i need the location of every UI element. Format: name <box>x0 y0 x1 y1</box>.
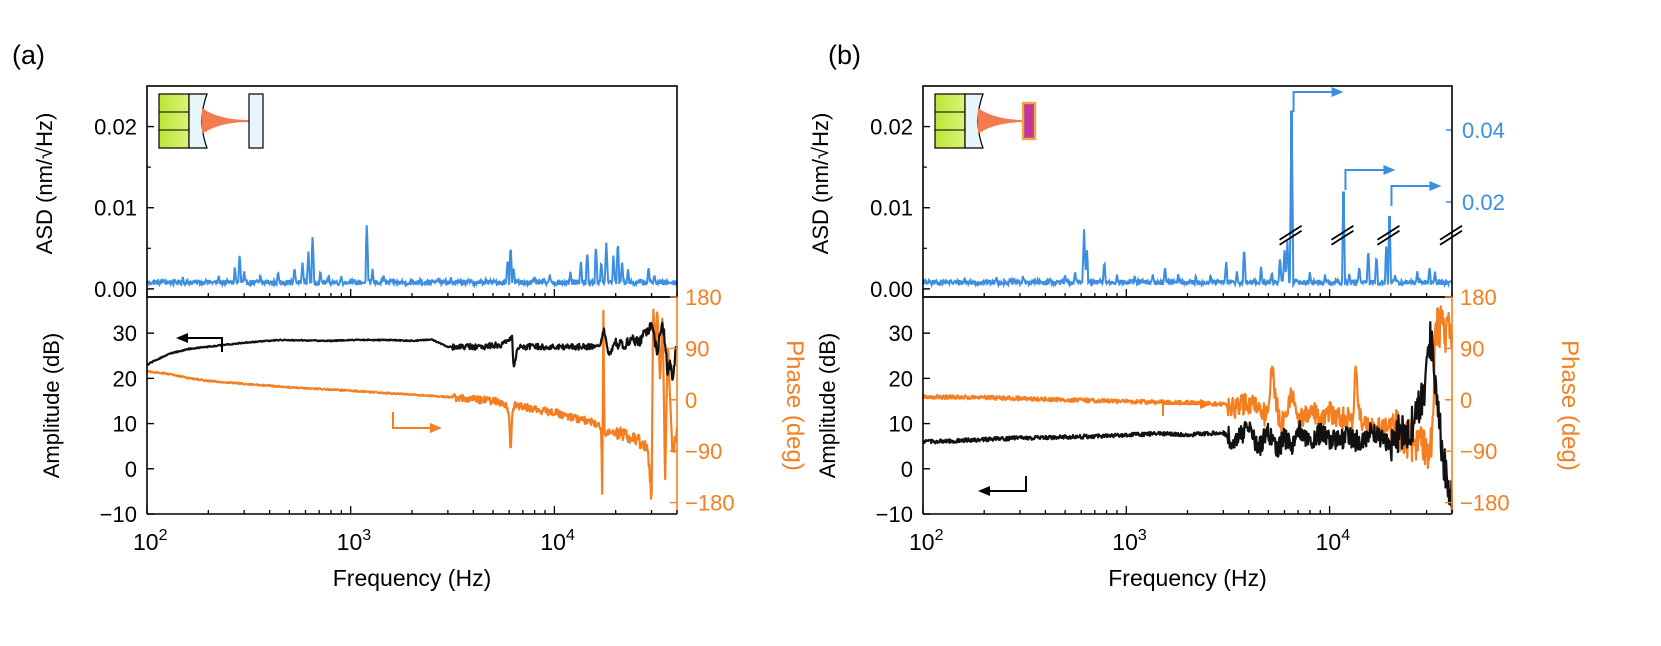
x-tick-base: 10 <box>909 529 935 555</box>
axis-break-mark <box>1439 224 1463 246</box>
piezo-block <box>158 93 190 149</box>
x-tick-label: 104 <box>540 527 575 555</box>
amp-y-tick-label: 10 <box>113 412 137 437</box>
phase-y-tick-label: −180 <box>1460 491 1510 516</box>
amp-y-tick-label: 10 <box>889 412 913 437</box>
x-tick-label: 102 <box>133 527 168 555</box>
asd-y-tick-label: 0.00 <box>94 277 137 302</box>
asd-y-tick-label: 0.01 <box>94 196 137 221</box>
amp-y-tick-label: 20 <box>113 366 137 391</box>
asd-y-tick-label: 0.02 <box>870 115 913 140</box>
laser-beam <box>978 108 1025 134</box>
x-tick-base: 10 <box>1112 529 1138 555</box>
phase-y-tick-label: −90 <box>685 439 722 464</box>
phase-series-line <box>922 305 1454 470</box>
phase-arrow <box>392 412 432 429</box>
phase-y-tick-label: 90 <box>685 336 709 361</box>
sample-schematic-icon <box>934 93 1037 149</box>
axis-break-mark <box>1279 224 1303 246</box>
laser-beam <box>202 108 249 134</box>
amplitude-arrow <box>186 337 223 352</box>
amp-y-tick-label: 30 <box>113 321 137 346</box>
asd-peak-arrow <box>1292 91 1336 112</box>
panel-label-b: (b) <box>828 40 861 70</box>
phase-y-tick-label: −90 <box>1460 439 1497 464</box>
amp-y-axis-label: Amplitude (dB) <box>39 333 64 479</box>
amp-y-tick-label: 30 <box>889 321 913 346</box>
x-tick-label: 104 <box>1316 527 1351 555</box>
phase-y-axis-label: Phase (deg) <box>781 340 808 471</box>
phase-y-tick-label: 90 <box>1460 336 1484 361</box>
phase-y-tick-label: 0 <box>685 388 697 413</box>
right-asd-tick-label: 0.02 <box>1462 190 1505 215</box>
asd-peak-arrowhead <box>1331 87 1344 97</box>
right-asd-tick-label: 0.04 <box>1462 118 1505 143</box>
x-tick-base: 10 <box>337 529 363 555</box>
x-axis-label: Frequency (Hz) <box>333 565 491 591</box>
x-tick-exponent: 2 <box>935 527 944 544</box>
x-tick-exponent: 4 <box>566 527 575 544</box>
asd-peak-arrow <box>1390 185 1434 206</box>
x-tick-base: 10 <box>133 529 159 555</box>
asd-axes-frame <box>922 85 1453 298</box>
x-tick-base: 10 <box>1316 529 1342 555</box>
asd-y-tick-label: 0.00 <box>870 277 913 302</box>
axis-break-mark <box>1376 224 1400 246</box>
phase-y-tick-label: 180 <box>1460 285 1497 310</box>
axis-break-mark <box>1330 224 1354 246</box>
piezo-block <box>934 93 966 149</box>
asd-y-tick-label: 0.02 <box>94 115 137 140</box>
amp-y-tick-label: −10 <box>876 502 913 527</box>
asd-series-line <box>922 112 1453 289</box>
asd-y-axis-label: ASD (nm/√Hz) <box>32 113 57 255</box>
amplitude-series-line <box>922 321 1454 513</box>
asd-peak-arrow <box>1344 169 1388 190</box>
x-axis-label: Frequency (Hz) <box>1108 565 1266 591</box>
amplitude-series-line <box>146 321 679 381</box>
phase-y-tick-label: −180 <box>685 491 735 516</box>
amplitude-arrow <box>988 476 1027 492</box>
x-tick-exponent: 3 <box>362 527 371 544</box>
phase-y-tick-label: 0 <box>1460 388 1472 413</box>
asd-series-line <box>146 225 678 289</box>
phase-y-axis-label: Phase (deg) <box>1556 340 1583 471</box>
amp-y-axis-label: Amplitude (dB) <box>815 333 840 479</box>
x-tick-exponent: 2 <box>159 527 168 544</box>
phase-y-tick-label: 180 <box>685 285 722 310</box>
phase-arrowhead <box>430 423 442 433</box>
x-tick-label: 103 <box>337 527 372 555</box>
x-tick-exponent: 4 <box>1341 527 1350 544</box>
x-tick-base: 10 <box>540 529 566 555</box>
target-mirror <box>248 93 264 149</box>
panel-label-a: (a) <box>12 40 45 70</box>
amplitude-arrowhead <box>978 486 990 496</box>
asd-y-tick-label: 0.01 <box>870 196 913 221</box>
asd-peak-arrowhead <box>1429 181 1442 191</box>
asd-peak-arrowhead <box>1383 165 1396 175</box>
amplitude-arrowhead <box>176 333 188 343</box>
cavity-schematic-icon <box>158 93 264 149</box>
amp-y-tick-label: 0 <box>125 457 137 482</box>
asd-y-axis-label: ASD (nm/√Hz) <box>808 113 833 255</box>
amp-y-tick-label: 20 <box>889 366 913 391</box>
x-tick-exponent: 3 <box>1138 527 1147 544</box>
phase-series-line <box>146 308 679 500</box>
phase-arrow <box>1162 403 1202 416</box>
amp-y-tick-label: 0 <box>901 457 913 482</box>
amp-y-tick-label: −10 <box>100 502 137 527</box>
sample-chip <box>1021 101 1037 141</box>
x-tick-label: 102 <box>909 527 944 555</box>
x-tick-label: 103 <box>1112 527 1147 555</box>
phase-arrowhead <box>1200 399 1212 409</box>
